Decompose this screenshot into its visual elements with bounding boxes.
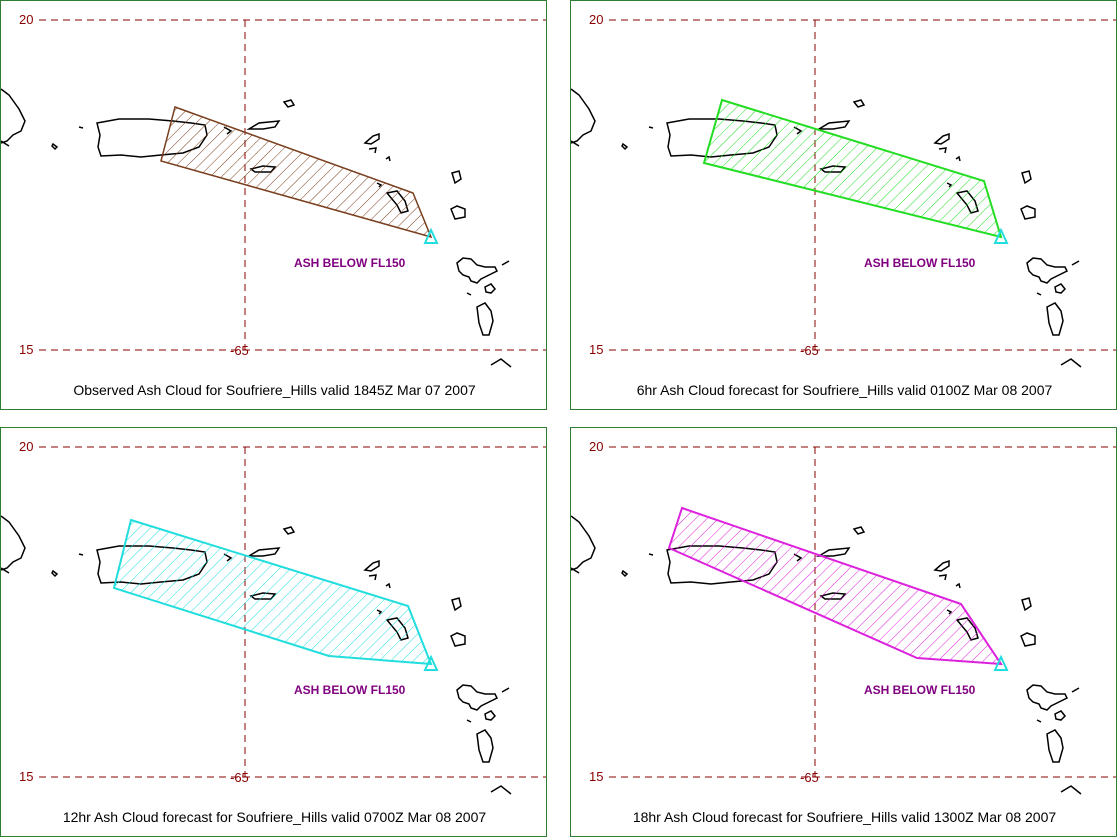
map-panel-12hr: 20 15 -65 ASH BELOW FL150 12hr Ash Cloud… bbox=[0, 427, 547, 837]
panel-caption: 6hr Ash Cloud forecast for Soufriere_Hil… bbox=[636, 382, 1053, 398]
panel-caption: 18hr Ash Cloud forecast for Soufriere_Hi… bbox=[632, 809, 1057, 825]
volcano-marker bbox=[423, 227, 439, 244]
grid-lines bbox=[39, 446, 546, 778]
latitude-label-top: 20 bbox=[589, 12, 604, 27]
longitude-label: -65 bbox=[800, 770, 819, 785]
grid-lines bbox=[39, 19, 546, 351]
panel-caption: 12hr Ash Cloud forecast for Soufriere_Hi… bbox=[62, 809, 487, 825]
ash-level-label: ASH BELOW FL150 bbox=[864, 683, 976, 697]
grid-lines bbox=[609, 446, 1116, 778]
map-canvas bbox=[1, 446, 546, 795]
ash-level-label: ASH BELOW FL150 bbox=[294, 683, 406, 697]
coastlines bbox=[1, 515, 512, 795]
map-panel-observed: 20 15 -65 ASH BELOW FL150 Observed Ash C… bbox=[0, 0, 547, 410]
grid-lines bbox=[609, 19, 1116, 351]
latitude-label-bottom: 15 bbox=[589, 769, 604, 784]
latitude-label-top: 20 bbox=[589, 439, 604, 454]
ash-cloud-polygon bbox=[112, 518, 433, 666]
ash-level-label: ASH BELOW FL150 bbox=[294, 256, 406, 270]
latitude-label-top: 20 bbox=[19, 12, 34, 27]
map-canvas bbox=[1, 19, 546, 368]
longitude-label: -65 bbox=[800, 343, 819, 358]
latitude-label-bottom: 15 bbox=[589, 342, 604, 357]
volcano-marker bbox=[423, 654, 439, 671]
ash-cloud-polygon bbox=[160, 106, 433, 239]
ash-level-label: ASH BELOW FL150 bbox=[864, 256, 976, 270]
panel-caption: Observed Ash Cloud for Soufriere_Hills v… bbox=[73, 382, 476, 398]
latitude-label-bottom: 15 bbox=[19, 342, 34, 357]
latitude-label-bottom: 15 bbox=[19, 769, 34, 784]
map-panel-18hr: 20 15 -65 ASH BELOW FL150 18hr Ash Cloud… bbox=[570, 427, 1117, 837]
map-panel-6hr: 20 15 -65 ASH BELOW FL150 6hr Ash Cloud … bbox=[570, 0, 1117, 410]
map-canvas bbox=[571, 19, 1116, 368]
latitude-label-top: 20 bbox=[19, 439, 34, 454]
volcano-marker bbox=[993, 227, 1009, 244]
ash-cloud-polygon bbox=[702, 98, 1003, 239]
coastlines bbox=[1, 88, 512, 368]
longitude-label: -65 bbox=[230, 770, 249, 785]
map-canvas bbox=[571, 446, 1116, 795]
coastlines bbox=[571, 88, 1082, 368]
volcano-marker bbox=[993, 654, 1009, 671]
longitude-label: -65 bbox=[230, 343, 249, 358]
ash-cloud-polygon bbox=[667, 506, 1003, 666]
